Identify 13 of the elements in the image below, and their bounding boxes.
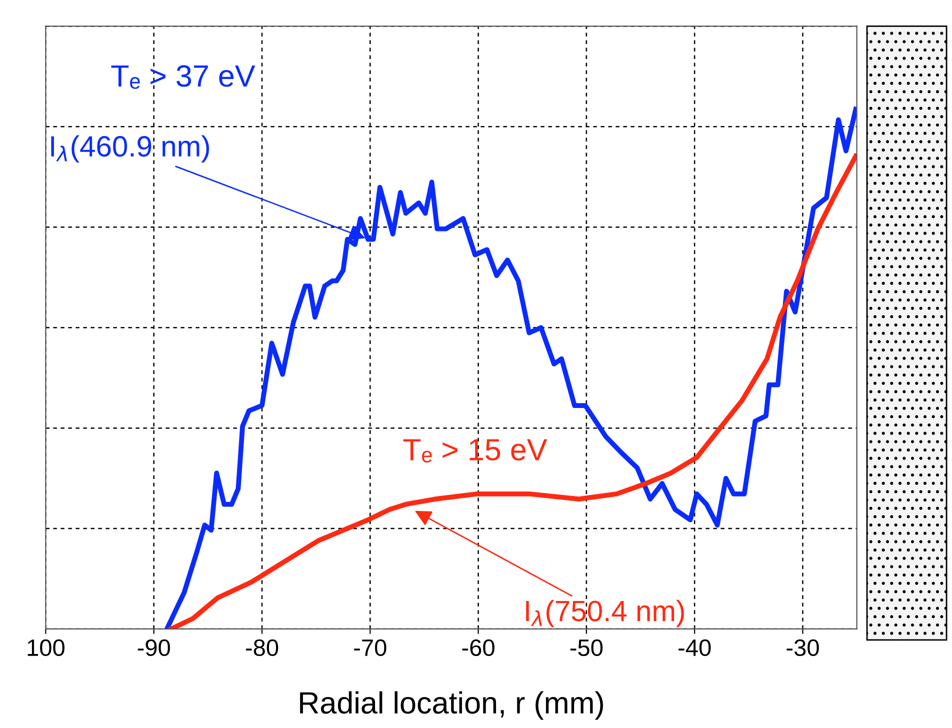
x-tick-label: -40 — [678, 639, 711, 656]
x-tick-label: -50 — [570, 639, 603, 656]
x-tick-label: -30 — [786, 639, 819, 656]
x-tick-label: -60 — [462, 639, 494, 656]
x-tick-label: 100 — [28, 639, 64, 656]
x-tick-label: -80 — [246, 639, 278, 656]
text: Tₑ > 37 eV — [111, 65, 256, 89]
annotation: I$_{λ}$(460.9 nm) — [51, 135, 210, 162]
x-tick-label: -90 — [138, 639, 170, 656]
x-tick-label: -70 — [354, 639, 386, 656]
annotation: I$_{λ}$(750.4 nm) — [526, 600, 684, 628]
annotation: Tₑ > 15 eV — [403, 439, 548, 463]
x-axis-title: Radial location, r (mm) — [300, 691, 604, 720]
